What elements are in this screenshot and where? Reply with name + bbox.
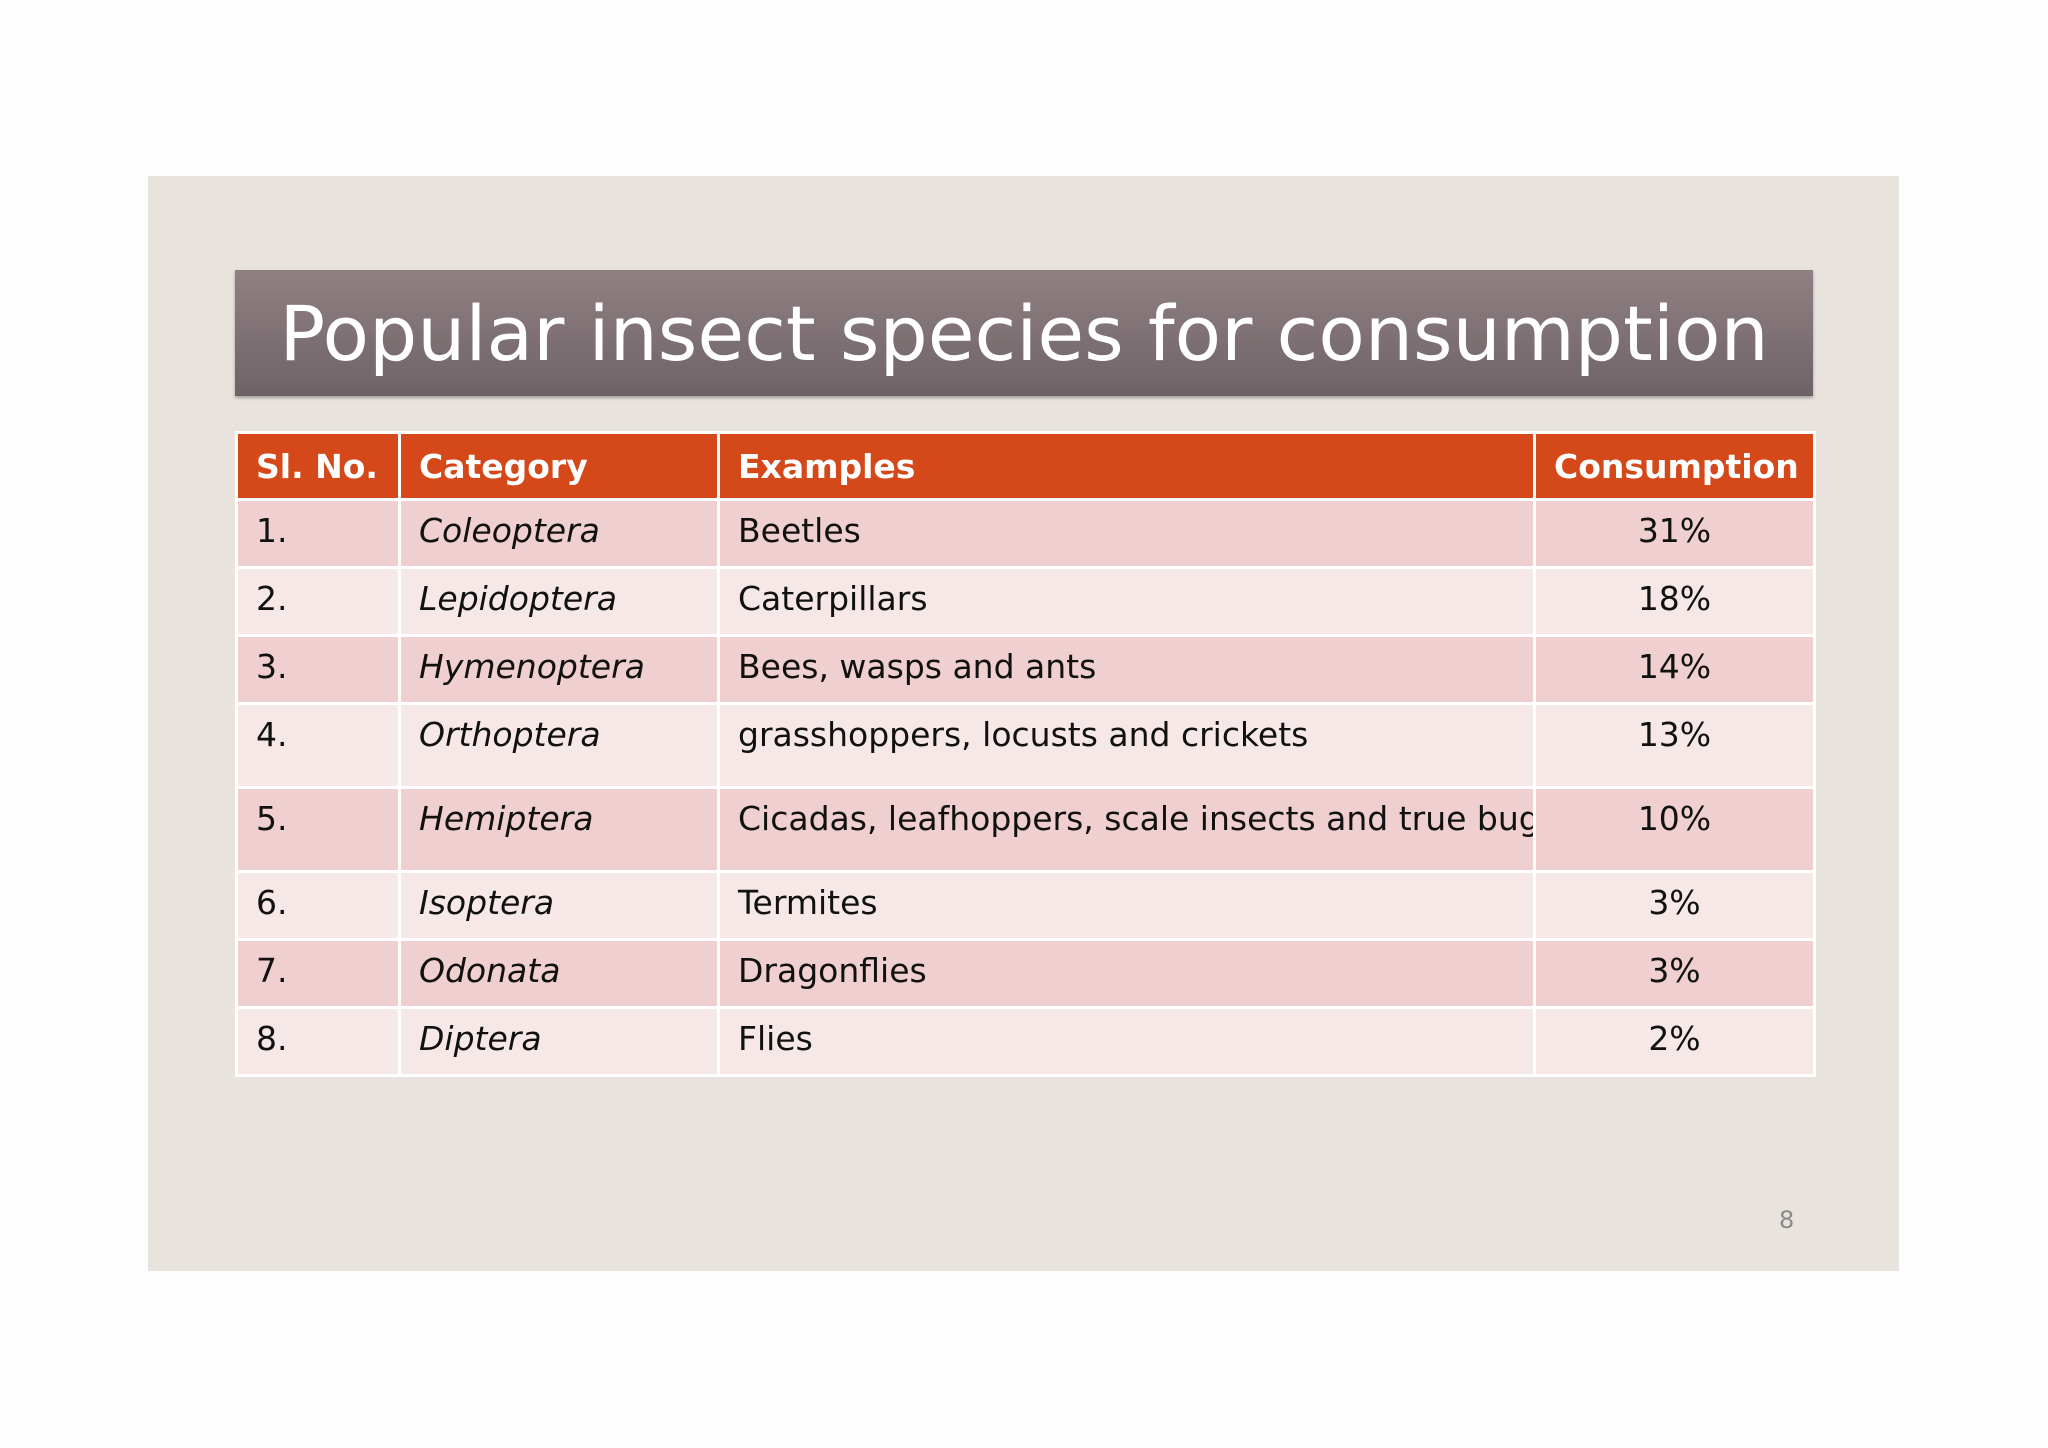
table-row: 6. Isoptera Termites 3% <box>235 870 1816 941</box>
table-cell: Hymenoptera <box>398 634 720 705</box>
table-cell: Caterpillars <box>717 566 1536 637</box>
table-cell: Isoptera <box>398 870 720 941</box>
slide-title: Popular insect species for consumption <box>279 288 1769 378</box>
table-row: 1. Coleoptera Beetles 31% <box>235 498 1816 569</box>
table-cell: Coleoptera <box>398 498 720 569</box>
table-cell: Termites <box>717 870 1536 941</box>
table-cell: 5. <box>235 786 401 873</box>
table-cell: 3. <box>235 634 401 705</box>
table-cell: 31% <box>1533 498 1816 569</box>
table-cell: 7. <box>235 938 401 1009</box>
table-cell: 4. <box>235 702 401 789</box>
table-cell: 3% <box>1533 870 1816 941</box>
table-cell: 13% <box>1533 702 1816 789</box>
header-row: Sl. No. Category Examples Consumption <box>235 431 1816 501</box>
table-row: 4. Orthoptera grasshoppers, locusts and cr… <box>235 702 1816 789</box>
header-cell: Examples <box>717 431 1536 501</box>
table-row: 8. Diptera Flies 2% <box>235 1006 1816 1077</box>
table-cell: 14% <box>1533 634 1816 705</box>
table-cell: Hemiptera <box>398 786 720 873</box>
header-cell: Category <box>398 431 720 501</box>
table-cell: Lepidoptera <box>398 566 720 637</box>
insect-table: Sl. No. Category Examples Consumption 1. Col… <box>235 431 1816 1077</box>
table-cell: 6. <box>235 870 401 941</box>
table-cell: 2. <box>235 566 401 637</box>
table-cell: 3% <box>1533 938 1816 1009</box>
table-cell: Cicadas, leafhoppers, scale insects and … <box>717 786 1536 873</box>
header-cell: Consumption <box>1533 431 1816 501</box>
table-cell: Odonata <box>398 938 720 1009</box>
table-row: 5. Hemiptera Cicadas, leafhoppers, scale i… <box>235 786 1816 873</box>
table-cell: Dragonflies <box>717 938 1536 1009</box>
table-cell: 18% <box>1533 566 1816 637</box>
table-cell: 10% <box>1533 786 1816 873</box>
table-cell: 8. <box>235 1006 401 1077</box>
table-cell: Beetles <box>717 498 1536 569</box>
title-bar: Popular insect species for consumption <box>235 270 1813 396</box>
table-cell: Bees, wasps and ants <box>717 634 1536 705</box>
header-cell: Sl. No. <box>235 431 401 501</box>
page-number: 8 <box>1779 1206 1795 1234</box>
table-cell: Flies <box>717 1006 1536 1077</box>
table-cell: Diptera <box>398 1006 720 1077</box>
table-cell: grasshoppers, locusts and crickets <box>717 702 1536 789</box>
table-cell: Orthoptera <box>398 702 720 789</box>
table-cell: 2% <box>1533 1006 1816 1077</box>
table-row: 3. Hymenoptera Bees, wasps and ants 14% <box>235 634 1816 705</box>
table-row: 7. Odonata Dragonflies 3% <box>235 938 1816 1009</box>
table-cell: 1. <box>235 498 401 569</box>
table-row: 2. Lepidoptera Caterpillars 18% <box>235 566 1816 637</box>
